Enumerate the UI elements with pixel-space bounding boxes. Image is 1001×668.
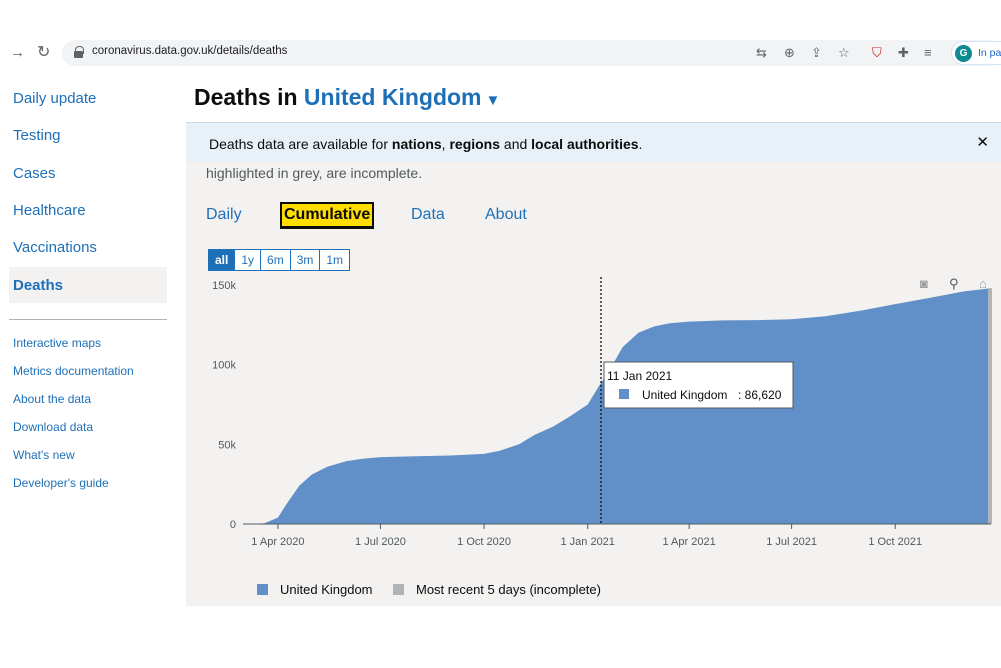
x-axis: 1 Apr 2020 1 Jul 2020 1 Oct 2020 1 Jan 2021… <box>251 524 922 548</box>
legend-swatch <box>257 584 268 595</box>
zoom-magnifier-icon[interactable]: ⚲ <box>949 276 959 291</box>
x-tick-label: 1 Oct 2021 <box>868 536 922 548</box>
page-title-prefix: Deaths in <box>194 84 298 110</box>
forward-icon[interactable]: → <box>10 44 25 61</box>
banner-local-authorities: local authorities <box>531 136 639 152</box>
page-title: Deaths in United Kingdom ▼ <box>194 84 500 111</box>
translate-icon[interactable]: ⇆ <box>756 45 767 60</box>
banner-sep: and <box>500 136 532 152</box>
lock-icon[interactable] <box>74 46 84 58</box>
tab-cumulative[interactable]: Cumulative <box>280 202 375 229</box>
x-tick-label: 1 Jul 2020 <box>355 536 406 548</box>
tab-data[interactable]: Data <box>411 206 445 223</box>
legend-label: United Kingdom <box>280 582 373 597</box>
tooltip-date: 11 Jan 2021 <box>607 369 672 383</box>
tab-daily[interactable]: Daily <box>206 206 242 223</box>
incomplete-note: highlighted in grey, are incomplete. <box>206 165 423 181</box>
y-tick-label: 150k <box>212 280 236 292</box>
reload-icon[interactable]: ↻ <box>37 44 51 61</box>
home-icon[interactable]: ⌂ <box>979 276 987 291</box>
tooltip-box <box>603 361 794 409</box>
incomplete-band <box>988 288 992 524</box>
extensions-puzzle-icon[interactable]: ✚ <box>898 45 909 60</box>
banner-nations: nations <box>391 136 442 152</box>
zoom-icon[interactable]: ⊕ <box>784 45 795 60</box>
x-tick-label: 1 Oct 2020 <box>457 536 511 548</box>
avatar: G <box>955 45 972 62</box>
address-bar[interactable]: coronavirus.data.gov.uk/details/deaths ⇆… <box>62 40 1001 66</box>
location-selector[interactable]: United Kingdom <box>303 84 482 110</box>
chart-panel: highlighted in grey, are incomplete. Dai… <box>186 162 1001 606</box>
tooltip-value: : 86,620 <box>738 388 782 402</box>
sidebar-divider <box>9 319 167 320</box>
y-axis: 0 50k 100k 150k <box>212 280 236 531</box>
url-text[interactable]: coronavirus.data.gov.uk/details/deaths <box>92 45 288 57</box>
camera-icon[interactable]: ◙ <box>920 276 928 291</box>
sidebar-item-daily-update[interactable]: Daily update <box>13 90 97 107</box>
chevron-down-icon[interactable]: ▼ <box>485 92 501 109</box>
link-interactive-maps[interactable]: Interactive maps <box>13 336 102 350</box>
tooltip-swatch <box>619 389 629 399</box>
x-tick-label: 1 Jan 2021 <box>560 536 614 548</box>
y-tick-label: 0 <box>230 519 236 531</box>
link-developers-guide[interactable]: Developer's guide <box>13 476 109 490</box>
profile-label: In pa <box>978 47 1001 59</box>
reading-list-icon[interactable]: ≡ <box>924 45 932 60</box>
banner-sep: , <box>441 136 450 152</box>
sidebar-item-healthcare[interactable]: Healthcare <box>13 202 86 219</box>
link-download-data[interactable]: Download data <box>13 420 94 434</box>
tooltip-series: United Kingdom <box>642 388 727 402</box>
range-1m-button[interactable]: 1m <box>326 253 344 267</box>
x-tick-label: 1 Apr 2020 <box>251 536 304 548</box>
range-all-button[interactable]: all <box>209 250 236 270</box>
banner-text: Deaths data are available for nations, r… <box>209 136 642 152</box>
sidebar-item-vaccinations[interactable]: Vaccinations <box>13 239 97 256</box>
legend-swatch <box>393 584 404 595</box>
link-about-the-data[interactable]: About the data <box>13 392 92 406</box>
time-range-selector: all 1y 6m 3m 1m <box>208 249 351 271</box>
sidebar-item-testing[interactable]: Testing <box>13 127 61 144</box>
range-6m-button[interactable]: 6m <box>261 250 291 270</box>
sidebar-item-deaths[interactable]: Deaths <box>9 267 167 303</box>
legend-label: Most recent 5 days (incomplete) <box>416 582 601 597</box>
x-tick-label: 1 Jul 2021 <box>766 536 817 548</box>
legend-item-incomplete: Most recent 5 days (incomplete) <box>393 582 601 597</box>
y-tick-label: 50k <box>218 439 236 451</box>
close-icon[interactable]: ✕ <box>976 134 989 151</box>
profile-button[interactable]: G In pa <box>951 41 1001 65</box>
range-1y-button[interactable]: 1y <box>235 250 262 270</box>
banner-regions: regions <box>449 136 501 152</box>
banner-text-prefix: Deaths data are available for <box>209 136 392 152</box>
range-3m-button[interactable]: 3m <box>291 250 321 270</box>
sidebar-item-cases[interactable]: Cases <box>13 165 56 182</box>
bookmark-star-icon[interactable]: ☆ <box>838 45 850 60</box>
share-icon[interactable]: ⇪ <box>811 45 822 60</box>
y-tick-label: 100k <box>212 360 236 372</box>
legend-item-united-kingdom: United Kingdom <box>257 582 373 597</box>
tooltip: 11 Jan 2021 United Kingdom : 86,620 <box>603 361 794 409</box>
link-whats-new[interactable]: What's new <box>13 448 75 462</box>
browser-toolbar: → ↻ coronavirus.data.gov.uk/details/deat… <box>0 36 1001 68</box>
info-banner: Deaths data are available for nations, r… <box>186 122 1001 162</box>
banner-sep: . <box>638 136 643 152</box>
tab-about[interactable]: About <box>485 206 527 223</box>
deaths-chart[interactable]: 0 50k 100k 150k 1 Apr 2020 1 Jul 2020 1 Oct 2… <box>186 162 1001 606</box>
link-metrics-documentation[interactable]: Metrics documentation <box>13 364 134 378</box>
x-tick-label: 1 Apr 2021 <box>662 536 715 548</box>
extension-shield-icon[interactable]: ⛉ <box>872 45 882 60</box>
